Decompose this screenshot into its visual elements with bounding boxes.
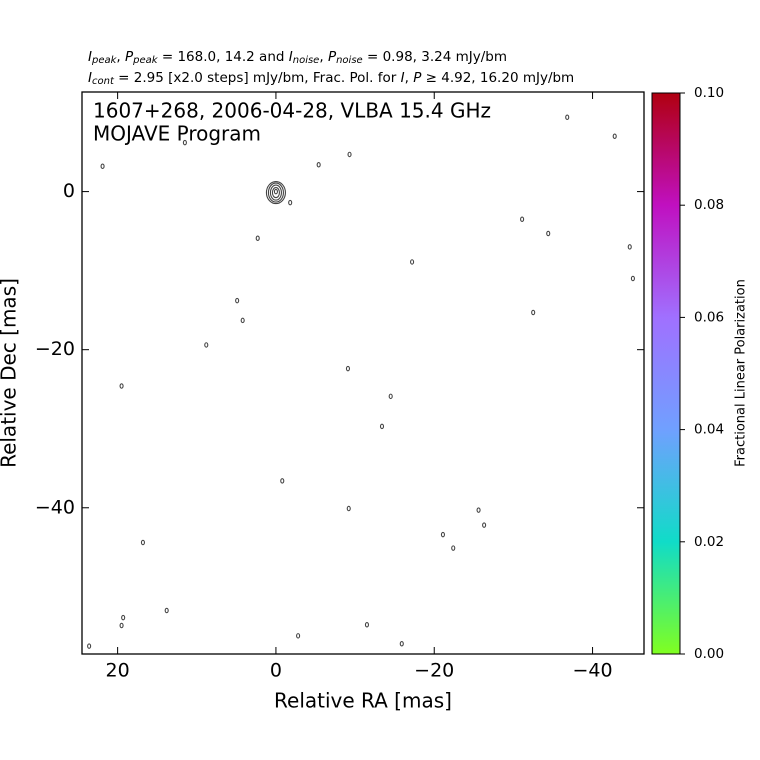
header-subscript: noise bbox=[336, 55, 363, 66]
contour bbox=[379, 423, 385, 430]
header-text: , bbox=[116, 49, 125, 65]
contour bbox=[410, 259, 415, 265]
contour bbox=[119, 622, 124, 629]
contour bbox=[87, 643, 92, 649]
header-text: = 2.95 [x2.0 steps] mJy/bm, Frac. Pol. f… bbox=[114, 70, 401, 86]
header-line: Icont = 2.95 [x2.0 steps] mJy/bm, Frac. … bbox=[88, 70, 574, 87]
x-tick-label: 0 bbox=[270, 660, 282, 682]
contour bbox=[399, 640, 404, 647]
contour bbox=[520, 216, 525, 223]
contour bbox=[296, 633, 301, 639]
colorbar-tick-label: 0.02 bbox=[694, 534, 724, 550]
contour bbox=[288, 199, 293, 206]
header-symbol: P bbox=[413, 70, 422, 86]
contour bbox=[345, 365, 351, 372]
contour bbox=[451, 545, 456, 551]
y-tick-label: 0 bbox=[63, 180, 75, 202]
header-subscript: noise bbox=[293, 55, 320, 66]
y-axis-label: Relative Dec [mas] bbox=[0, 278, 21, 468]
contour bbox=[630, 275, 635, 282]
contour-level bbox=[267, 182, 284, 203]
contour bbox=[100, 163, 105, 170]
header-symbol: I bbox=[289, 49, 293, 65]
contour bbox=[565, 114, 570, 121]
header-text: ≥ 4.92, 16.20 mJy/bm bbox=[421, 70, 574, 86]
header-line: Ipeak, Ppeak = 168.0, 14.2 and Inoise, P… bbox=[88, 49, 507, 66]
plot-frame bbox=[81, 91, 645, 655]
x-tick-label: 20 bbox=[106, 660, 130, 682]
contour bbox=[273, 188, 278, 195]
contour bbox=[255, 235, 260, 241]
contour bbox=[482, 522, 487, 528]
header-text: = 0.98, 3.24 mJy/bm bbox=[363, 49, 507, 65]
header-text: , bbox=[405, 70, 414, 86]
contour bbox=[119, 383, 124, 389]
contour bbox=[204, 342, 209, 348]
contour bbox=[235, 297, 240, 304]
x-axis-label: Relative RA [mas] bbox=[274, 689, 452, 713]
x-tick-label: −20 bbox=[414, 660, 454, 682]
x-tick-label: −40 bbox=[572, 660, 612, 682]
header-symbol: I bbox=[88, 49, 92, 65]
header-text: = 168.0, 14.2 and bbox=[158, 49, 289, 65]
contour bbox=[364, 622, 370, 628]
contour bbox=[531, 309, 536, 316]
header-subscript: cont bbox=[92, 76, 115, 87]
contour bbox=[121, 614, 126, 621]
contour bbox=[546, 230, 551, 237]
contour-level bbox=[265, 181, 286, 205]
contour bbox=[627, 244, 632, 250]
colorbar-tick-label: 0.04 bbox=[694, 422, 724, 438]
contour bbox=[280, 478, 285, 484]
colorbar-tick-label: 0.10 bbox=[694, 85, 724, 101]
header-symbol: I bbox=[88, 70, 92, 86]
y-tick-label: −20 bbox=[35, 338, 75, 360]
colorbar-tick-label: 0.08 bbox=[694, 197, 724, 213]
header-text: , bbox=[319, 49, 328, 65]
contour bbox=[316, 161, 321, 168]
contour bbox=[346, 505, 351, 512]
colorbar bbox=[651, 92, 681, 655]
contour bbox=[476, 507, 481, 513]
plot-title: 1607+268, 2006-04-28, VLBA 15.4 GHz bbox=[93, 99, 491, 123]
header-symbol: I bbox=[401, 70, 405, 86]
contour bbox=[164, 607, 169, 614]
colorbar-tick-label: 0.00 bbox=[694, 646, 724, 662]
header-subscript: peak bbox=[132, 55, 159, 66]
contour bbox=[140, 539, 145, 546]
header-symbol: P bbox=[328, 49, 337, 65]
contour bbox=[347, 151, 352, 158]
contour-level bbox=[269, 184, 282, 201]
plot-title: MOJAVE Program bbox=[93, 122, 261, 146]
contour-level bbox=[271, 187, 280, 199]
colorbar-tick-label: 0.06 bbox=[694, 309, 724, 325]
colorbar-label: Fractional Linear Polarization bbox=[734, 279, 749, 467]
contour bbox=[388, 393, 393, 400]
contour bbox=[440, 531, 445, 538]
contour bbox=[240, 317, 245, 324]
contour bbox=[182, 139, 187, 146]
y-tick-label: −40 bbox=[35, 496, 75, 518]
contour bbox=[612, 133, 617, 140]
header-subscript: peak bbox=[91, 55, 118, 66]
header-symbol: P bbox=[125, 49, 134, 65]
